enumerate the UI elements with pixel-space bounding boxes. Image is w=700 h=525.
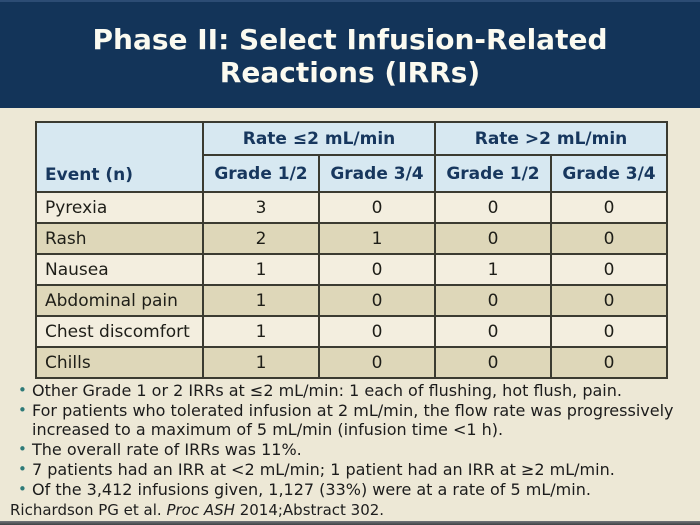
bullet-item: For patients who tolerated infusion at 2… [18,401,684,440]
table-row: Nausea 1 0 1 0 [35,253,668,286]
bullet-item: 7 patients had an IRR at <2 mL/min; 1 pa… [18,460,684,480]
value-cell: 0 [318,191,436,224]
citation-authors: Richardson PG et al. [10,501,167,519]
slide-title-line2: Reactions (IRRs) [219,56,481,89]
slide-title-line1: Phase II: Select Infusion-Related [92,23,608,56]
value-cell: 3 [202,191,320,224]
event-cell: Chest discomfort [35,315,204,348]
event-cell: Rash [35,222,204,255]
value-cell: 0 [550,222,668,255]
value-cell: 0 [318,253,436,286]
value-cell: 0 [318,284,436,317]
rate-gt2-group-header: Rate >2 mL/min [434,121,668,156]
value-cell: 0 [318,315,436,348]
value-cell: 0 [434,284,552,317]
table-row: Rash 2 1 0 0 [35,222,668,255]
bottom-edge-bar [0,521,700,525]
bullet-item: The overall rate of IRRs was 11%. [18,440,684,460]
value-cell: 0 [318,346,436,379]
value-cell: 1 [202,346,320,379]
event-column-header: Event (n) [35,121,204,193]
value-cell: 2 [202,222,320,255]
table-row: Chest discomfort 1 0 0 0 [35,315,668,348]
table-row: Pyrexia 3 0 0 0 [35,191,668,224]
table-row: Chills 1 0 0 0 [35,346,668,379]
title-band: Phase II: Select Infusion-Related Reacti… [0,0,700,108]
notes-bullet-list: Other Grade 1 or 2 IRRs at ≤2 mL/min: 1 … [18,381,684,499]
table-row: Abdominal pain 1 0 0 0 [35,284,668,317]
irr-table: Event (n) Rate ≤2 mL/min Rate >2 mL/min … [35,121,668,379]
grade12-gt2-header: Grade 1/2 [434,154,552,193]
event-cell: Nausea [35,253,204,286]
value-cell: 0 [434,315,552,348]
value-cell: 0 [550,191,668,224]
value-cell: 0 [434,222,552,255]
value-cell: 0 [434,346,552,379]
bullet-item: Of the 3,412 infusions given, 1,127 (33%… [18,480,684,500]
event-cell: Chills [35,346,204,379]
citation-journal: Proc ASH [166,501,235,519]
citation: Richardson PG et al. Proc ASH 2014;Abstr… [10,501,384,519]
value-cell: 1 [202,284,320,317]
value-cell: 1 [434,253,552,286]
slide-title: Phase II: Select Infusion-Related Reacti… [93,23,608,89]
rate-le2-group-header: Rate ≤2 mL/min [202,121,436,156]
grade12-le2-header: Grade 1/2 [202,154,320,193]
value-cell: 0 [550,284,668,317]
value-cell: 0 [550,346,668,379]
value-cell: 0 [550,315,668,348]
value-cell: 1 [202,315,320,348]
value-cell: 0 [550,253,668,286]
value-cell: 1 [318,222,436,255]
grade34-gt2-header: Grade 3/4 [550,154,668,193]
table-group-header-row: Event (n) Rate ≤2 mL/min Rate >2 mL/min [35,121,668,193]
grade34-le2-header: Grade 3/4 [318,154,436,193]
bullet-item: Other Grade 1 or 2 IRRs at ≤2 mL/min: 1 … [18,381,684,401]
citation-reference: 2014;Abstract 302. [234,501,385,519]
value-cell: 0 [434,191,552,224]
table-sub-header-row: Grade 1/2 Grade 3/4 Grade 1/2 Grade 3/4 [36,154,668,193]
value-cell: 1 [202,253,320,286]
event-cell: Abdominal pain [35,284,204,317]
event-cell: Pyrexia [35,191,204,224]
